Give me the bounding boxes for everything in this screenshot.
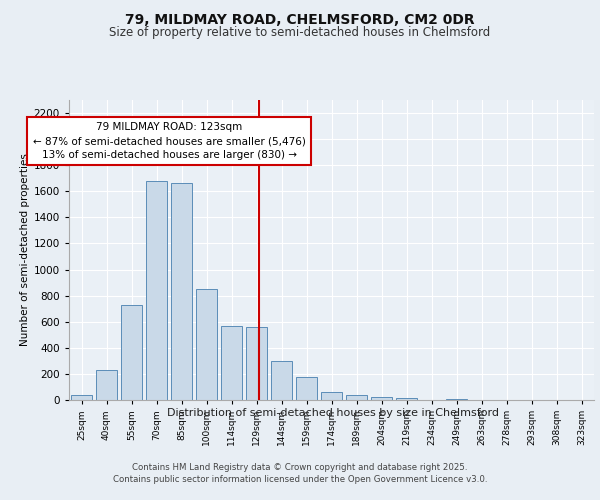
Text: 79 MILDMAY ROAD: 123sqm
← 87% of semi-detached houses are smaller (5,476)
13% of: 79 MILDMAY ROAD: 123sqm ← 87% of semi-de…: [32, 122, 305, 160]
Text: Contains public sector information licensed under the Open Government Licence v3: Contains public sector information licen…: [113, 475, 487, 484]
Bar: [96, 370, 117, 400]
Bar: [196, 289, 217, 400]
Bar: [371, 398, 392, 400]
Bar: [296, 376, 317, 400]
Bar: [246, 327, 267, 400]
Bar: [346, 396, 367, 400]
Bar: [171, 184, 192, 400]
Text: Contains HM Land Registry data © Crown copyright and database right 2025.: Contains HM Land Registry data © Crown c…: [132, 462, 468, 471]
Text: Size of property relative to semi-detached houses in Chelmsford: Size of property relative to semi-detach…: [109, 26, 491, 39]
Text: Distribution of semi-detached houses by size in Chelmsford: Distribution of semi-detached houses by …: [167, 408, 499, 418]
Bar: [396, 398, 417, 400]
Bar: [121, 305, 142, 400]
Bar: [446, 398, 467, 400]
Bar: [146, 181, 167, 400]
Bar: [71, 395, 92, 400]
Text: 79, MILDMAY ROAD, CHELMSFORD, CM2 0DR: 79, MILDMAY ROAD, CHELMSFORD, CM2 0DR: [125, 12, 475, 26]
Bar: [221, 326, 242, 400]
Y-axis label: Number of semi-detached properties: Number of semi-detached properties: [20, 154, 29, 346]
Bar: [271, 361, 292, 400]
Bar: [321, 392, 342, 400]
